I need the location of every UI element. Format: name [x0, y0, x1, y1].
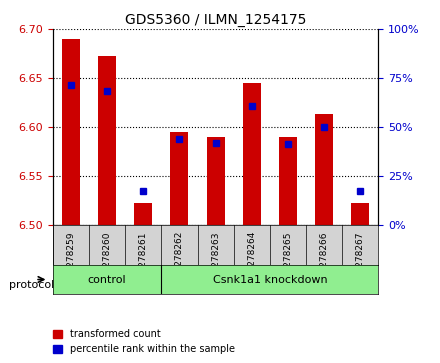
Bar [206, 137, 225, 225]
Text: GSM1278260: GSM1278260 [103, 231, 112, 291]
Bar [279, 137, 297, 225]
Text: GSM1278262: GSM1278262 [175, 231, 184, 291]
Bar [351, 204, 369, 225]
Text: GSM1278267: GSM1278267 [356, 231, 365, 291]
Text: GSM1278261: GSM1278261 [139, 231, 148, 291]
Legend: transformed count, percentile rank within the sample: transformed count, percentile rank withi… [49, 326, 239, 358]
Text: GSM1278266: GSM1278266 [319, 231, 329, 291]
Text: GSM1278265: GSM1278265 [283, 231, 293, 291]
Bar [315, 114, 333, 225]
Text: control: control [88, 274, 126, 285]
Bar [243, 83, 261, 225]
Text: GSM1278259: GSM1278259 [66, 231, 75, 291]
Title: GDS5360 / ILMN_1254175: GDS5360 / ILMN_1254175 [125, 13, 306, 26]
Text: GSM1278263: GSM1278263 [211, 231, 220, 291]
Text: protocol: protocol [9, 280, 54, 290]
Bar [98, 56, 116, 225]
Bar [134, 203, 152, 225]
Bar [170, 132, 188, 225]
Text: GSM1278264: GSM1278264 [247, 231, 256, 291]
Text: Csnk1a1 knockdown: Csnk1a1 knockdown [213, 274, 327, 285]
Bar [62, 39, 80, 225]
